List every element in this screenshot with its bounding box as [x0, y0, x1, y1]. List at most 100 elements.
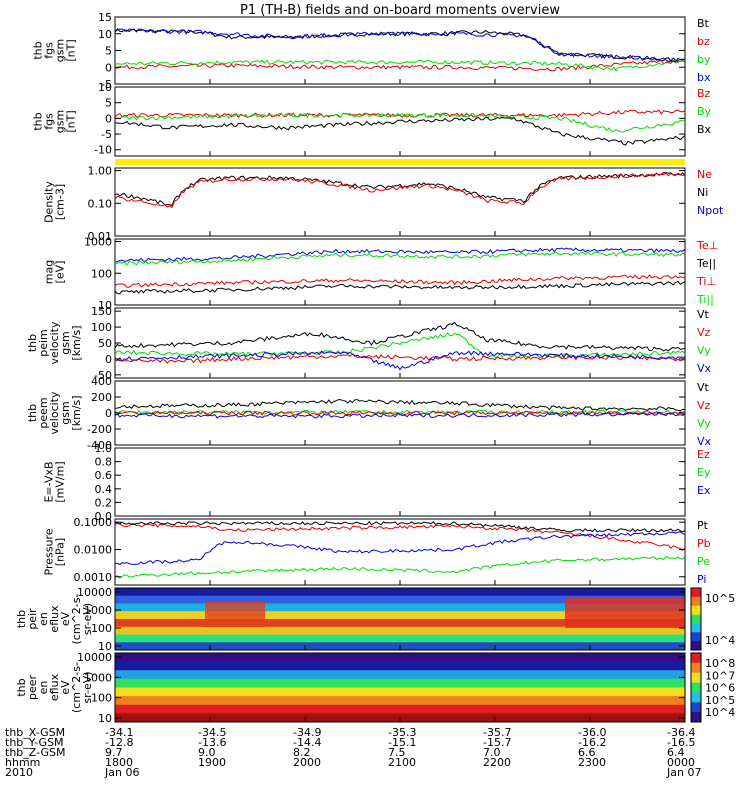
- legend-entry: Vy: [697, 417, 711, 430]
- colorbar-segment: [691, 653, 701, 664]
- y-axis-label-line: thb: [15, 610, 28, 628]
- y-tick-label: 1000: [84, 671, 112, 684]
- y-axis-label-line: gsm: [59, 331, 72, 354]
- legend-entry: Ti||: [696, 293, 714, 306]
- y-axis-label: E=-VxB[mV/m]: [43, 461, 67, 502]
- y-axis-label-line: [km/s]: [70, 395, 83, 430]
- ephemeris-value: -14.4: [293, 736, 321, 749]
- series-line-Vt: [114, 321, 686, 352]
- colorbar-segment: [691, 702, 701, 713]
- ephemeris-value: -36.4: [667, 726, 695, 739]
- ephemeris-value: -34.5: [198, 726, 226, 739]
- legend-entry: Ne: [697, 168, 712, 181]
- y-tick-label: 50: [98, 337, 112, 350]
- y-axis-label-line: gsm: [59, 401, 72, 424]
- y-tick-label: -10: [94, 144, 112, 157]
- panel-frame: [114, 86, 686, 157]
- series-line-bz: [114, 58, 686, 72]
- yellow-bar: [115, 159, 685, 165]
- y-tick-label: 0.10: [88, 197, 113, 210]
- legend-entry: Ez: [697, 448, 710, 461]
- y-tick-label: 1000: [84, 236, 112, 249]
- y-tick-label: 5: [105, 45, 112, 58]
- colorbar-segment: [691, 614, 701, 624]
- panel-frame: [114, 447, 686, 517]
- y-axis-label-line: thb: [32, 112, 45, 130]
- y-axis-label-line: sr-eV): [81, 603, 94, 635]
- y-tick-label: -5: [101, 128, 112, 141]
- series-line-Pi: [114, 531, 686, 566]
- ephemeris-value: 2200: [483, 756, 511, 769]
- y-axis-label-line: peem: [37, 397, 50, 428]
- y-tick-label: -400: [87, 439, 112, 452]
- y-axis-label-line: velocity: [48, 391, 61, 434]
- series-line-Vx: [114, 350, 686, 371]
- y-tick-label: 100: [91, 692, 112, 705]
- panel-4: 1000 100 10 mag[eV] Te⊥ Te|| Ti⊥ Ti||: [43, 236, 719, 312]
- spectrogram-band: [115, 611, 685, 620]
- spectrogram-band: [115, 653, 685, 663]
- y-tick-label: 0: [105, 353, 112, 366]
- y-tick-label: 1.0: [95, 442, 113, 455]
- series-line-Bt: [114, 28, 686, 63]
- legend-entry: Ni: [697, 186, 708, 199]
- y-tick-label: 0.8: [95, 456, 113, 469]
- y-tick-label: 10: [98, 28, 112, 41]
- legend-entry: by: [697, 53, 711, 66]
- ephemeris-value: 7.5: [388, 746, 406, 759]
- series-line-by: [114, 59, 686, 72]
- y-axis-label-line: eV: [59, 611, 72, 626]
- ephemeris-value: 6.4: [667, 746, 685, 759]
- y-tick-label: 5: [105, 97, 112, 110]
- ephemeris-value: 2000: [293, 756, 321, 769]
- panel-3: 1.00 0.10 0.01 Density[cm-3] Ne Ni Npot: [43, 165, 724, 243]
- legend-entry: Bz: [697, 87, 711, 100]
- colorbar-segment: [691, 588, 701, 598]
- y-tick-label: 10: [98, 81, 112, 94]
- colorbar-tick-label: 10^6: [705, 682, 735, 695]
- y-axis-label-line: Density: [43, 181, 56, 223]
- spectrogram-band: [115, 588, 685, 597]
- series-line-Vy: [114, 332, 686, 359]
- y-axis-label-line: en: [37, 612, 50, 626]
- spectrogram-band: [115, 595, 685, 604]
- colorbar-segment: [691, 623, 701, 633]
- ephemeris-value: -34.1: [105, 726, 133, 739]
- y-axis-label-line: Pressure: [43, 528, 56, 575]
- legend-entry: Ex: [697, 484, 711, 497]
- y-tick-label: 0.01: [88, 230, 113, 243]
- series-line-Ti||: [114, 251, 686, 266]
- spectrogram-band: [115, 634, 685, 643]
- chart-title: P1 (TH-B) fields and on-board moments ov…: [240, 3, 560, 18]
- legend-entry: Vt: [697, 308, 710, 321]
- legend-entry: Vx: [697, 362, 712, 375]
- series-line-Vt: [114, 399, 686, 412]
- ephemeris-value: -36.0: [578, 726, 606, 739]
- series-line-Vy: [114, 409, 686, 415]
- series-line-Vx: [114, 411, 686, 419]
- ephemeris-value: -35.7: [483, 726, 511, 739]
- panel-10: 10^810^710^610^510^4 10000 1000 100 10 thbpee…: [15, 651, 735, 725]
- ephemeris-value: Jan 07: [666, 766, 701, 779]
- y-tick-label: 0.1000: [74, 516, 113, 529]
- y-tick-label: 1.00: [88, 165, 113, 178]
- y-tick-label: 0.2: [95, 496, 113, 509]
- y-axis-label-line: [nPa]: [54, 538, 67, 566]
- y-tick-label: 400: [91, 375, 112, 388]
- spectrogram-band: [115, 626, 685, 635]
- y-axis-label-line: gsm: [54, 39, 67, 62]
- y-axis-label-line: eflux: [48, 673, 61, 701]
- legend-entry: Pi: [697, 573, 706, 586]
- spectrogram-band: [115, 696, 685, 706]
- colorbar-tick-label: 10^5: [705, 592, 735, 605]
- legend-entry: Te||: [696, 257, 716, 270]
- spectrogram-band: [115, 704, 685, 714]
- y-tick-label: 0.4: [95, 483, 113, 496]
- series-line-Ni: [114, 172, 686, 207]
